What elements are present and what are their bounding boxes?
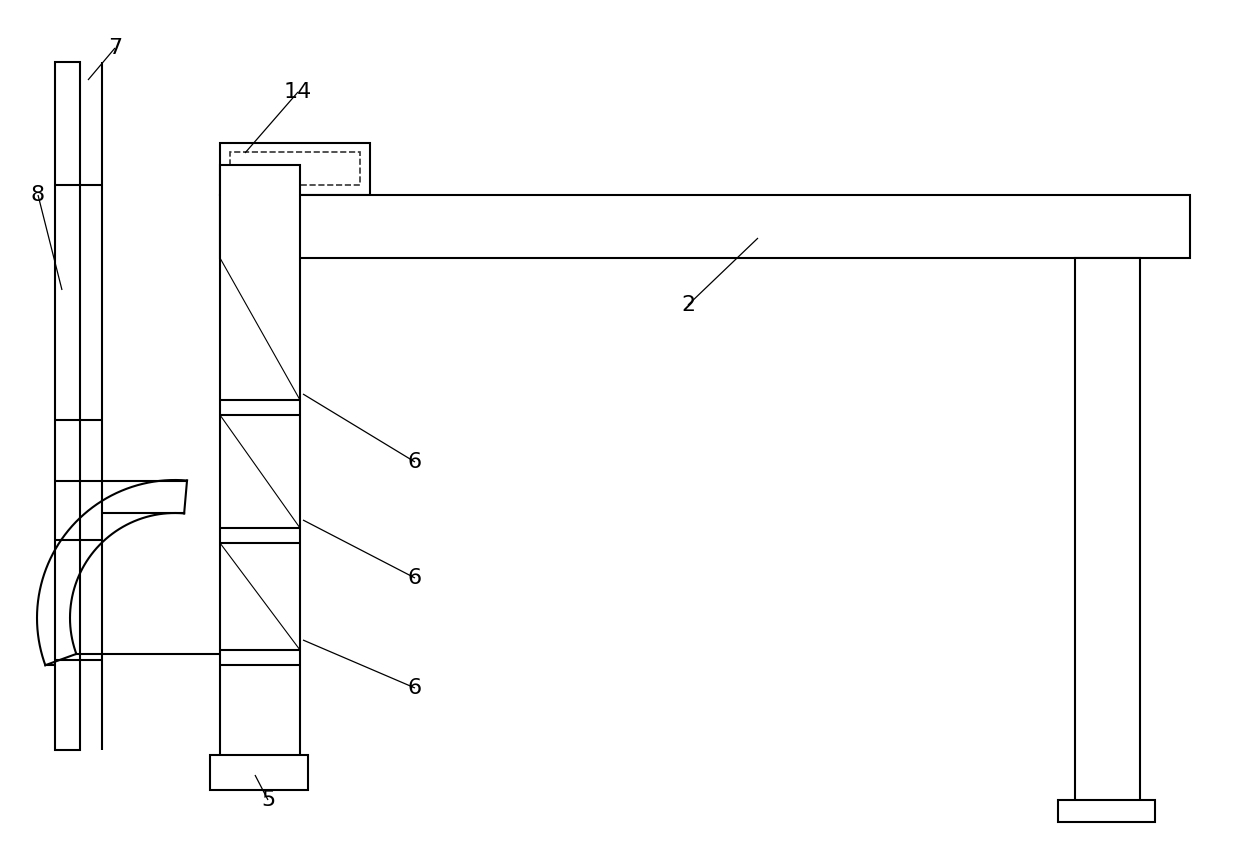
Bar [55,62,81,750]
Text: 2: 2 [681,295,696,315]
Text: 6: 6 [408,452,422,472]
Text: 6: 6 [408,568,422,588]
Bar [229,152,360,185]
Bar [210,755,308,790]
Bar [1058,800,1154,822]
Text: 5: 5 [260,790,275,810]
Bar [1075,258,1140,818]
Text: 7: 7 [108,38,122,58]
Bar [219,143,370,195]
Bar [219,195,1190,258]
Text: 8: 8 [31,185,45,205]
Text: 14: 14 [284,82,312,102]
Text: 6: 6 [408,678,422,698]
Bar [219,165,300,768]
